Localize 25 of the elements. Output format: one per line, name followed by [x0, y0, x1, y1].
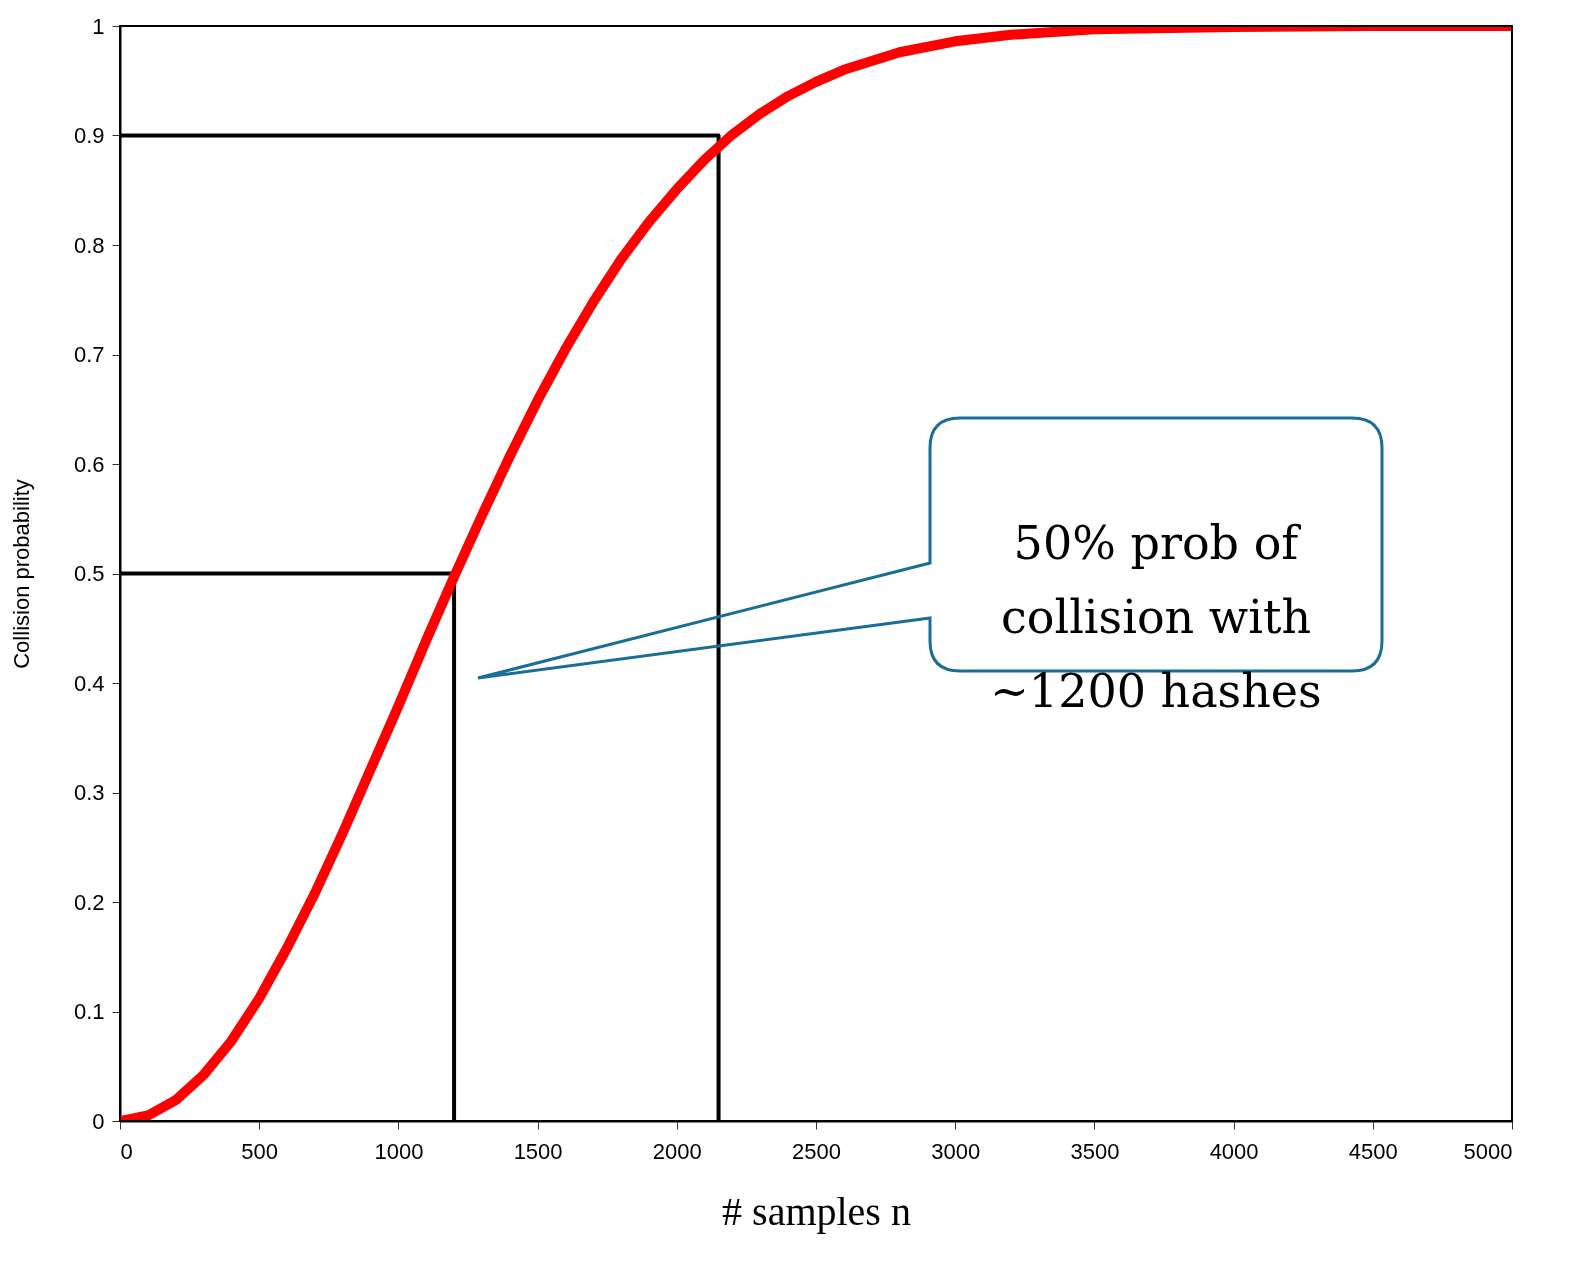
- x-tick-label: 3500: [1070, 1138, 1120, 1164]
- y-tick-label: 0.5: [73, 561, 105, 586]
- x-tick-label: 4000: [1209, 1138, 1259, 1164]
- y-tick-label: 0.3: [73, 780, 105, 805]
- x-tick-label: 2000: [652, 1138, 702, 1164]
- y-tick-label: 0.9: [73, 123, 105, 148]
- x-tick-label: 3000: [931, 1138, 981, 1164]
- x-tick-label: 4500: [1348, 1138, 1398, 1164]
- y-tick-label: 0.2: [73, 889, 105, 915]
- y-tick-label: 0.1: [73, 999, 105, 1024]
- y-tick-label: 0: [92, 1108, 105, 1134]
- x-tick-label: 5000: [1463, 1138, 1513, 1164]
- x-tick-label: 1500: [513, 1138, 563, 1164]
- y-tick-label: 1: [92, 13, 105, 39]
- annotation: 50% prob of collision with ~1200 hashes: [990, 515, 1322, 718]
- y-tick-label: 0.4: [73, 670, 105, 696]
- y-axis-title: Collision probability: [8, 479, 34, 669]
- y-tick-label: 0.8: [73, 232, 105, 258]
- x-tick-label: 2500: [792, 1138, 841, 1164]
- y-tick-label: 0.7: [73, 342, 105, 367]
- x-tick-label: 0: [120, 1138, 133, 1164]
- x-tick-label: 1000: [374, 1138, 424, 1164]
- y-tick-label: 0.6: [73, 451, 105, 477]
- x-axis-title: # samples n: [722, 1188, 911, 1234]
- x-tick-label: 500: [241, 1138, 279, 1164]
